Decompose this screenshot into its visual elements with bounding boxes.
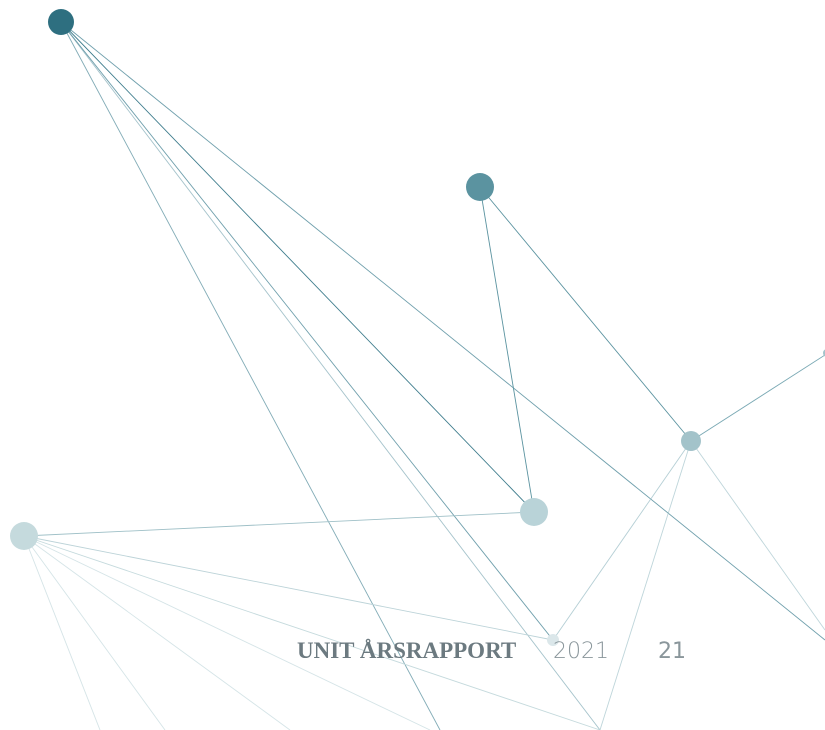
report-year: 2021 bbox=[553, 639, 609, 664]
network-nodes bbox=[10, 9, 825, 646]
network-lines bbox=[23, 21, 825, 730]
report-title: UNIT ÅRSRAPPORT bbox=[297, 638, 516, 663]
page-number: 21 bbox=[658, 639, 686, 664]
